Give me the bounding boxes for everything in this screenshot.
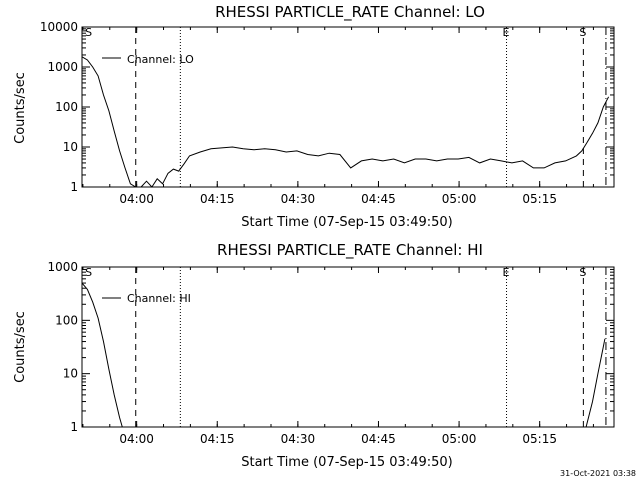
x-tick-label-lo: 04:45 xyxy=(361,192,396,206)
y-axis-label-lo: Counts/sec xyxy=(13,72,28,144)
x-tick-label-hi: 04:00 xyxy=(119,432,154,446)
event-marker-label-lo: S xyxy=(85,26,92,39)
x-tick-label-lo: 04:00 xyxy=(119,192,154,206)
y-tick-label-lo: 10 xyxy=(63,140,78,154)
y-tick-label-hi: 1000 xyxy=(47,260,78,274)
series-line-hi xyxy=(585,338,606,428)
footer-timestamp: 31-Oct-2021 03:38 xyxy=(560,469,636,478)
x-tick-label-hi: 05:15 xyxy=(522,432,557,446)
x-tick-label-lo: 05:15 xyxy=(522,192,557,206)
series-line-hi xyxy=(81,282,123,428)
y-tick-label-lo: 1 xyxy=(70,180,78,194)
x-tick-label-lo: 04:15 xyxy=(200,192,235,206)
y-tick-label-lo: 10000 xyxy=(40,20,78,34)
x-tick-label-hi: 05:00 xyxy=(442,432,477,446)
plot-frame-hi xyxy=(81,266,615,428)
x-tick-label-lo: 04:30 xyxy=(281,192,316,206)
y-axis-label-hi: Counts/sec xyxy=(13,311,28,383)
event-marker-label-hi: E xyxy=(503,266,510,279)
y-tick-label-lo: 1000 xyxy=(47,60,78,74)
x-tick-label-hi: 04:45 xyxy=(361,432,396,446)
chart-panel-hi: RHESSI PARTICLE_RATE Channel: HI Counts/… xyxy=(13,241,615,470)
legend-label-lo: Channel: LO xyxy=(127,53,194,66)
y-tick-label-hi: 10 xyxy=(63,367,78,381)
y-tick-label-lo: 100 xyxy=(55,100,78,114)
event-marker-label-hi: S xyxy=(579,266,586,279)
plot-frame-lo xyxy=(81,26,615,188)
series-line-lo xyxy=(81,56,610,188)
event-marker-label-lo: S xyxy=(579,26,586,39)
x-tick-label-lo: 05:00 xyxy=(442,192,477,206)
event-marker-label-lo: E xyxy=(503,26,510,39)
x-tick-label-hi: 04:30 xyxy=(281,432,316,446)
event-marker-label-hi: S xyxy=(85,266,92,279)
x-tick-label-hi: 04:15 xyxy=(200,432,235,446)
y-tick-label-hi: 100 xyxy=(55,313,78,327)
chart-panel-lo: RHESSI PARTICLE_RATE Channel: LO Counts/… xyxy=(13,3,615,230)
legend-label-hi: Channel: HI xyxy=(127,292,191,305)
x-axis-label-hi: Start Time (07-Sep-15 03:49:50) xyxy=(241,455,452,470)
y-tick-label-hi: 1 xyxy=(70,420,78,434)
x-axis-label-lo: Start Time (07-Sep-15 03:49:50) xyxy=(241,215,452,230)
chart-title-hi: RHESSI PARTICLE_RATE Channel: HI xyxy=(217,241,483,260)
chart-title-lo: RHESSI PARTICLE_RATE Channel: LO xyxy=(215,3,485,22)
